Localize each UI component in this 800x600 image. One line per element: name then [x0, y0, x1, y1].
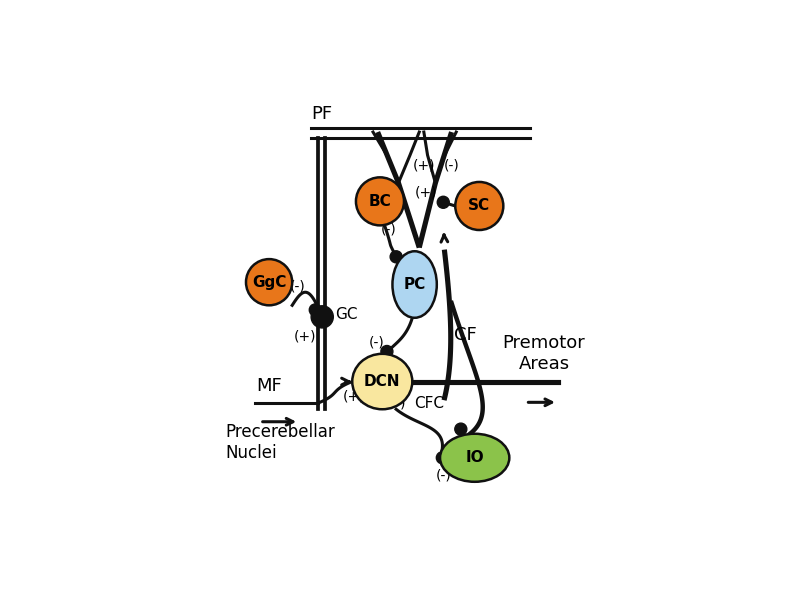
Ellipse shape: [393, 251, 437, 318]
Text: (+): (+): [294, 330, 316, 344]
Ellipse shape: [440, 434, 510, 482]
Text: Premotor
Areas: Premotor Areas: [502, 334, 586, 373]
Text: CFC: CFC: [414, 396, 445, 411]
Text: (-): (-): [368, 335, 384, 349]
Text: (-): (-): [290, 280, 305, 294]
Text: MF: MF: [256, 377, 282, 395]
Text: (+): (+): [384, 397, 406, 411]
Circle shape: [381, 346, 393, 358]
Circle shape: [310, 304, 322, 316]
Text: BC: BC: [369, 194, 391, 209]
Ellipse shape: [356, 178, 404, 226]
Text: PC: PC: [403, 277, 426, 292]
Text: IO: IO: [466, 450, 484, 465]
Text: (+): (+): [415, 185, 438, 199]
Text: DCN: DCN: [364, 374, 401, 389]
Text: CF: CF: [454, 326, 477, 344]
Text: (-): (-): [435, 469, 451, 482]
Text: (+): (+): [342, 389, 365, 403]
Ellipse shape: [352, 354, 412, 409]
Text: Precerebellar
Nuclei: Precerebellar Nuclei: [226, 423, 335, 462]
Text: (+): (+): [413, 158, 435, 172]
Ellipse shape: [455, 182, 503, 230]
Ellipse shape: [246, 259, 292, 305]
Text: GC: GC: [335, 307, 358, 322]
Circle shape: [455, 423, 467, 435]
Text: SC: SC: [468, 199, 490, 214]
Text: GgC: GgC: [252, 275, 286, 290]
Text: (-): (-): [444, 158, 459, 172]
Circle shape: [390, 251, 402, 263]
Circle shape: [436, 452, 448, 464]
Circle shape: [311, 306, 334, 328]
Text: PF: PF: [311, 105, 332, 123]
Text: (-): (-): [381, 222, 397, 236]
Circle shape: [438, 196, 450, 208]
